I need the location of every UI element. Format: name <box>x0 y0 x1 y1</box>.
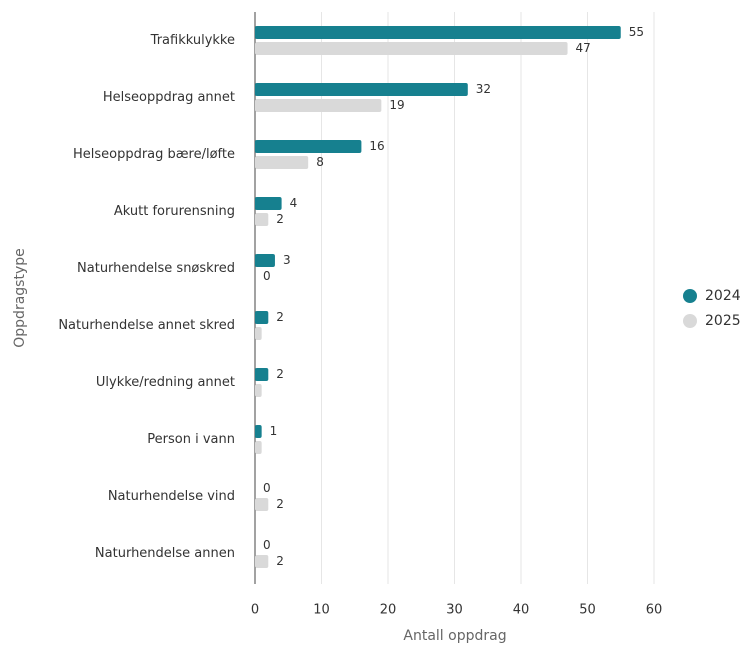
bar <box>255 555 269 568</box>
y-tick-label: Naturhendelse annet skred <box>58 318 235 333</box>
y-tick-label: Akutt forurensning <box>114 204 235 219</box>
bar <box>255 498 269 511</box>
data-label: 2 <box>276 212 284 226</box>
bar <box>255 83 468 96</box>
data-label: 1 <box>270 424 278 438</box>
legend-label: 2024 <box>705 288 741 304</box>
x-tick-label: 30 <box>446 603 463 618</box>
data-label: 16 <box>369 139 384 153</box>
data-label: 0 <box>263 481 271 495</box>
bar <box>255 425 262 438</box>
x-tick-label: 40 <box>513 603 530 618</box>
data-label: 3 <box>283 253 291 267</box>
bar <box>255 441 262 454</box>
bar <box>255 26 621 39</box>
data-label: 47 <box>576 41 591 55</box>
data-label: 8 <box>316 155 324 169</box>
bar <box>255 213 269 226</box>
x-tick-label: 50 <box>579 603 596 618</box>
y-tick-label: Person i vann <box>147 432 235 447</box>
bar <box>255 156 309 169</box>
bar <box>255 254 275 267</box>
data-label: 32 <box>476 82 491 96</box>
bar <box>255 368 269 381</box>
y-tick-label: Naturhendelse annen <box>95 546 235 561</box>
legend-label: 2025 <box>705 313 741 329</box>
legend-marker <box>683 314 697 328</box>
y-tick-label: Naturhendelse snøskred <box>77 261 235 276</box>
data-label: 2 <box>276 367 284 381</box>
y-tick-label: Trafikkulykke <box>150 33 235 48</box>
bar <box>255 42 568 55</box>
y-tick-label: Naturhendelse vind <box>108 489 235 504</box>
bar <box>255 384 262 397</box>
bar <box>255 99 382 112</box>
data-label: 2 <box>276 497 284 511</box>
x-tick-label: 0 <box>251 603 259 618</box>
data-label: 2 <box>276 310 284 324</box>
y-tick-label: Helseoppdrag bære/løfte <box>73 147 235 162</box>
data-label: 55 <box>629 25 644 39</box>
y-axis-title: Oppdragstype <box>12 248 28 347</box>
bar <box>255 197 282 210</box>
x-axis-title: Antall oppdrag <box>403 628 506 644</box>
data-label: 19 <box>389 98 404 112</box>
x-tick-label: 60 <box>646 603 663 618</box>
bar <box>255 140 362 153</box>
y-tick-label: Ulykke/redning annet <box>96 375 235 390</box>
x-tick-label: 20 <box>380 603 397 618</box>
y-tick-label: Helseoppdrag annet <box>103 90 235 105</box>
bar <box>255 311 269 324</box>
data-label: 0 <box>263 269 271 283</box>
data-label: 0 <box>263 538 271 552</box>
x-tick-label: 10 <box>313 603 330 618</box>
data-label: 4 <box>290 196 298 210</box>
legend-marker <box>683 289 697 303</box>
bar <box>255 327 262 340</box>
data-label: 2 <box>276 554 284 568</box>
